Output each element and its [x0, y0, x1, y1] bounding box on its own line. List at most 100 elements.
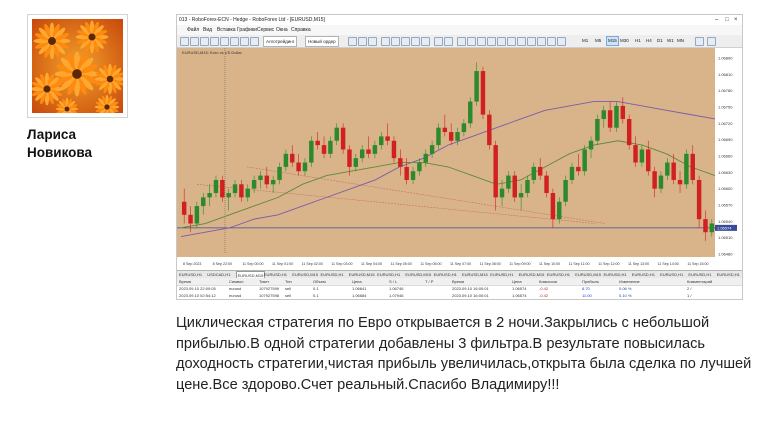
candle-body[interactable] — [201, 197, 206, 207]
menu-item-help[interactable]: Справка — [291, 27, 311, 33]
terminal-screenshot[interactable]: 013 - RoboForex-ECN - Hedge - RoboForex … — [176, 14, 743, 300]
candle-body[interactable] — [328, 140, 333, 154]
candle-body[interactable] — [213, 179, 219, 194]
orders-column-header[interactable]: Объем — [313, 279, 326, 284]
shapes-icon[interactable] — [547, 37, 556, 46]
search-icon[interactable] — [695, 37, 704, 46]
orders-column-header[interactable]: Прибыль — [582, 279, 599, 284]
candle-body[interactable] — [455, 132, 460, 141]
candle-body[interactable] — [264, 175, 270, 185]
crosshair-icon[interactable] — [467, 37, 476, 46]
maximize-icon[interactable]: □ — [725, 17, 729, 23]
data-window-icon[interactable] — [210, 37, 219, 46]
orders-column-header[interactable]: Цена — [512, 279, 522, 284]
symbol-tab[interactable]: EURUSD,H1 — [660, 272, 684, 277]
candle-body[interactable] — [557, 201, 562, 220]
candle-body[interactable] — [290, 153, 295, 163]
candle-body[interactable] — [563, 179, 568, 202]
candle-body[interactable] — [194, 206, 200, 224]
candle-body[interactable] — [372, 145, 378, 154]
candle-body[interactable] — [404, 166, 409, 180]
candle-body[interactable] — [544, 175, 549, 194]
symbol-tab[interactable]: EURUSD,H1 — [688, 272, 712, 277]
candles-icon[interactable] — [358, 37, 367, 46]
minimize-icon[interactable]: – — [715, 17, 719, 23]
symbol-tab[interactable]: EURUSD,H1 — [546, 272, 571, 277]
candle-body[interactable] — [487, 114, 492, 146]
candle-body[interactable] — [188, 214, 193, 224]
candle-body[interactable] — [347, 149, 352, 167]
menu-item-charts[interactable]: Графики — [237, 27, 257, 33]
candle-body[interactable] — [677, 179, 683, 185]
candle-body[interactable] — [480, 71, 486, 115]
menu-item-file[interactable]: Файл — [187, 27, 200, 33]
price-chart[interactable]: 1.06890 1.06810 1.06780 1.06750 1.06720 1.066… — [177, 48, 742, 270]
candle-body[interactable] — [550, 193, 556, 220]
menu-item-insert[interactable]: Вставка — [217, 27, 236, 33]
vertical-line-icon[interactable] — [477, 37, 486, 46]
timeframes-icon[interactable] — [557, 37, 566, 46]
profiles-icon[interactable] — [190, 37, 199, 46]
orders-row[interactable]: 2023.09.10 22:00:05 eurusd 107927599 sell 0.… — [177, 285, 742, 292]
candle-body[interactable] — [366, 149, 371, 154]
candle-body[interactable] — [614, 105, 619, 128]
candle-body[interactable] — [639, 149, 645, 163]
candle-body[interactable] — [652, 171, 657, 189]
grid-icon[interactable] — [401, 37, 410, 46]
candle-body[interactable] — [474, 71, 479, 102]
orders-column-header[interactable]: S / L — [389, 279, 398, 284]
symbol-tab[interactable]: EURUSD,H1 — [179, 272, 203, 277]
candle-body[interactable] — [646, 149, 651, 172]
candle-body[interactable] — [684, 153, 689, 185]
timeframe-m1[interactable]: M1 — [582, 38, 589, 43]
candle-body[interactable] — [283, 153, 289, 167]
market-watch-icon[interactable] — [200, 37, 209, 46]
candle-body[interactable] — [595, 118, 600, 141]
candle-body[interactable] — [296, 162, 301, 172]
symbol-tab[interactable]: EURUSD,M15 — [348, 272, 375, 277]
candle-body[interactable] — [499, 188, 505, 198]
timeframe-h4[interactable]: H4 — [646, 38, 652, 43]
candle-body[interactable] — [506, 175, 511, 189]
candle-body[interactable] — [207, 193, 212, 198]
candle-body[interactable] — [696, 179, 702, 220]
candle-body[interactable] — [690, 153, 695, 180]
candle-body[interactable] — [309, 140, 314, 163]
symbol-tab[interactable]: EURUSD,H1 — [377, 272, 401, 277]
candle-body[interactable] — [665, 162, 670, 176]
symbol-tab[interactable]: EURUSD,H1 — [320, 272, 344, 277]
candle-body[interactable] — [181, 201, 187, 215]
symbol-tab[interactable]: EURUSD,M15 — [518, 272, 545, 277]
orders-row[interactable]: 2023.09.10 02:54:12 eurusd 107927598 sell 0.… — [177, 292, 742, 299]
candle-body[interactable] — [429, 145, 435, 154]
zoom-out-icon[interactable] — [391, 37, 400, 46]
algo-trading-button[interactable]: Алготрейдинг — [263, 36, 298, 47]
chart-shift-icon[interactable] — [421, 37, 430, 46]
candle-body[interactable] — [576, 166, 581, 172]
candle-body[interactable] — [239, 184, 244, 198]
candle-body[interactable] — [461, 123, 467, 133]
candle-body[interactable] — [277, 166, 282, 180]
candle-body[interactable] — [709, 223, 715, 233]
new-chart-icon[interactable] — [180, 37, 189, 46]
candle-body[interactable] — [359, 149, 365, 159]
symbol-tab[interactable]: EURUSD,M15 — [292, 272, 318, 277]
candle-body[interactable] — [601, 110, 606, 119]
orders-column-header[interactable]: T / P — [425, 279, 434, 284]
timeframe-m30[interactable]: M30 — [620, 38, 629, 43]
orders-column-header[interactable]: Комментарий — [687, 279, 713, 284]
candle-body[interactable] — [633, 145, 638, 163]
candle-body[interactable] — [315, 140, 320, 146]
timeframe-m15[interactable]: M15 — [606, 36, 619, 46]
candle-body[interactable] — [391, 140, 397, 159]
candle-body[interactable] — [512, 175, 517, 198]
settings-icon[interactable] — [707, 37, 716, 46]
symbol-tab[interactable]: EURUSD,M15 — [462, 272, 488, 277]
candle-body[interactable] — [410, 171, 416, 180]
arrow-icon[interactable] — [537, 37, 546, 46]
menu-item-window[interactable]: Окна — [276, 27, 288, 33]
candle-body[interactable] — [582, 149, 587, 172]
candle-body[interactable] — [340, 127, 346, 150]
fibo-icon[interactable] — [517, 37, 526, 46]
candle-body[interactable] — [423, 153, 428, 163]
